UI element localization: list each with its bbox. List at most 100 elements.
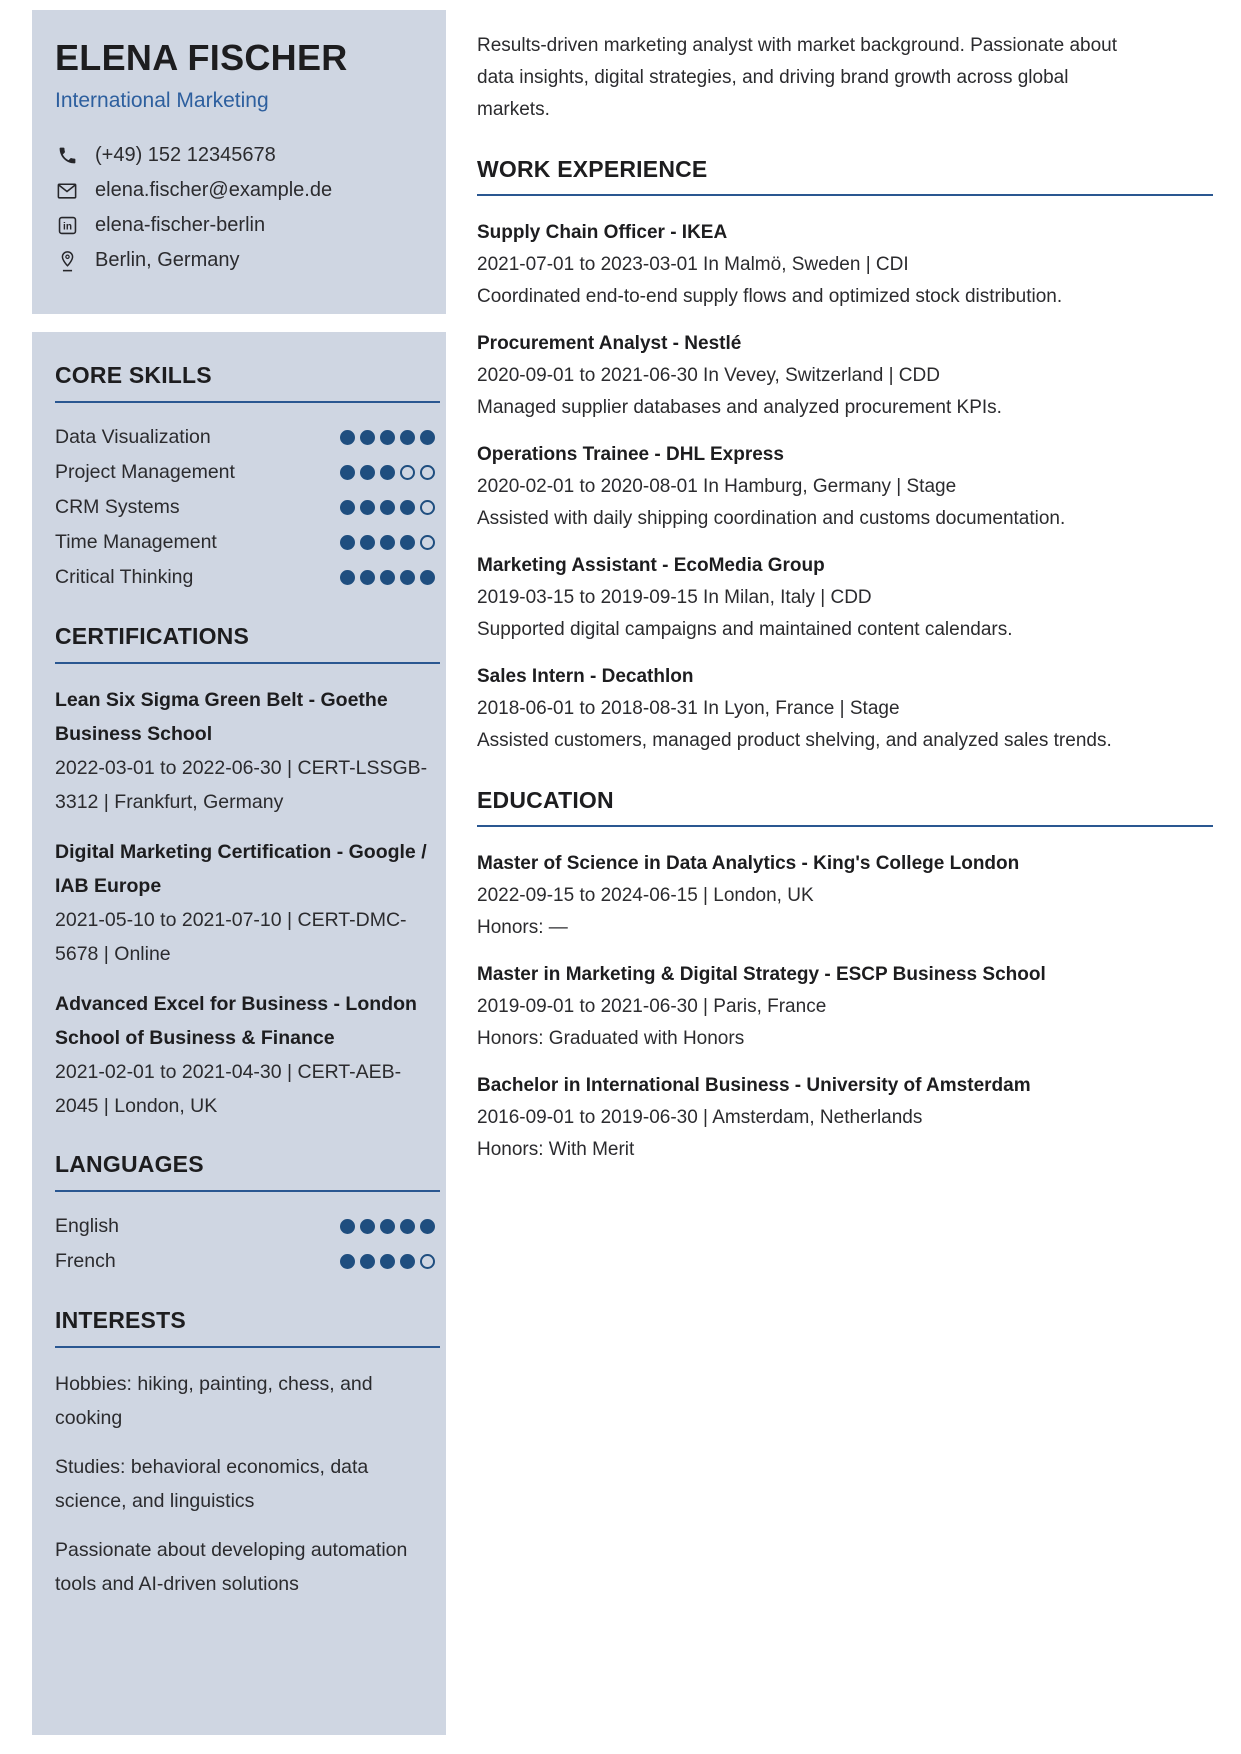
work-meta: 2019-03-15 to 2019-09-15 In Milan, Italy… [477,587,872,608]
education-meta: 2016-09-01 to 2019-06-30 | Amsterdam, Ne… [477,1107,923,1128]
contact-value: elena-fischer-berlin [95,214,266,236]
work-entry: Supply Chain Officer - IKEA 2021-07-01 t… [477,217,1142,313]
rating-dot-empty [420,500,435,515]
section-rule [55,1346,440,1348]
work-experience-section: WORK EXPERIENCE Supply Chain Officer - I… [477,156,1213,757]
skill-rating-dots [340,500,440,515]
skill-label: Data Visualization [55,426,211,448]
section-rule [477,194,1213,196]
work-entry: Marketing Assistant - EcoMedia Group 201… [477,550,1142,646]
section-rule [55,662,440,664]
skill-label: Time Management [55,531,217,553]
rating-dot-filled [340,465,355,480]
linkedin-icon: in [58,216,76,235]
rating-dot-filled [380,1219,395,1234]
contact-row: (+49) 152 12345678 [55,138,440,173]
rating-dot-filled [340,1254,355,1269]
rating-dot-filled [340,535,355,550]
work-meta: 2018-06-01 to 2018-08-31 In Lyon, France… [477,698,900,719]
contact-icon-slot: in [55,214,79,238]
interest-item: Hobbies: hiking, painting, chess, and co… [55,1373,373,1429]
rating-dot-filled [360,570,375,585]
skill-label: CRM Systems [55,496,180,518]
certification-entry: Lean Six Sigma Green Belt - Goethe Busin… [55,683,440,819]
skill-label: English [55,1215,119,1237]
sidebar: ELENA FISCHER International Marketing (+… [32,10,446,1735]
core-skills-section: CORE SKILLS Data Visualization Project M… [55,362,440,595]
education-entry: Bachelor in International Business - Uni… [477,1070,1142,1166]
work-role: Procurement Analyst - Nestlé [477,333,742,354]
skill-label: French [55,1250,116,1272]
contact-value: Berlin, Germany [95,249,240,271]
sidebar-sections-panel: CORE SKILLS Data Visualization Project M… [32,332,446,1735]
identity-panel: ELENA FISCHER International Marketing (+… [32,10,446,314]
rating-dot-filled [340,430,355,445]
skill-rating-dots [340,430,440,445]
skill-label: Critical Thinking [55,566,194,588]
rating-dot-empty [400,465,415,480]
contact-value: (+49) 152 12345678 [95,144,276,166]
education-honors: Honors: With Merit [477,1139,635,1160]
contact-list: (+49) 152 12345678 elena.fischer@example… [55,138,440,278]
rating-dot-empty [420,465,435,480]
rating-dot-filled [420,570,435,585]
education-honors: Honors: Graduated with Honors [477,1028,745,1049]
work-entry: Operations Trainee - DHL Express 2020-02… [477,439,1142,535]
rating-dot-empty [420,535,435,550]
interest-item: Passionate about developing automation t… [55,1539,408,1595]
rating-dot-filled [380,500,395,515]
work-experience-list: Supply Chain Officer - IKEA 2021-07-01 t… [477,217,1213,757]
education-entry: Master in Marketing & Digital Strategy -… [477,959,1142,1055]
rating-dot-filled [400,570,415,585]
rated-skill-row: French [55,1244,440,1279]
rating-dot-filled [360,535,375,550]
skill-label: Project Management [55,461,235,483]
interests-title: INTERESTS [55,1307,186,1333]
rated-skill-row: Critical Thinking [55,560,440,595]
education-entry: Master of Science in Data Analytics - Ki… [477,848,1142,944]
rating-dot-filled [340,570,355,585]
work-meta: 2020-09-01 to 2021-06-30 In Vevey, Switz… [477,365,940,386]
contact-row: Berlin, Germany [55,243,440,278]
work-description: Managed supplier databases and analyzed … [477,397,1002,418]
rated-skill-row: Data Visualization [55,420,440,455]
rating-dot-filled [400,500,415,515]
languages-title: LANGUAGES [55,1151,204,1177]
email-icon [57,182,77,199]
rating-dot-filled [400,1254,415,1269]
languages-section: LANGUAGES English French [55,1151,440,1279]
work-description: Assisted with daily shipping coordinatio… [477,508,1066,529]
rating-dot-filled [420,430,435,445]
certifications-list: Lean Six Sigma Green Belt - Goethe Busin… [55,683,440,1123]
skill-rating-dots [340,1254,440,1269]
rating-dot-filled [360,1254,375,1269]
interests-list: Hobbies: hiking, painting, chess, and co… [55,1367,440,1601]
work-description: Supported digital campaigns and maintain… [477,619,1013,640]
rating-dot-filled [380,535,395,550]
rating-dot-filled [360,1219,375,1234]
work-role: Marketing Assistant - EcoMedia Group [477,555,825,576]
contact-icon-slot [55,144,79,168]
rating-dot-filled [420,1219,435,1234]
certifications-title: CERTIFICATIONS [55,623,250,649]
rating-dot-filled [400,430,415,445]
certification-entry: Digital Marketing Certification - Google… [55,835,440,971]
certification-details: 2021-05-10 to 2021-07-10 | CERT-DMC-5678… [55,909,407,965]
rating-dot-filled [380,570,395,585]
certifications-section: CERTIFICATIONS Lean Six Sigma Green Belt… [55,623,440,1123]
education-meta: 2022-09-15 to 2024-06-15 | London, UK [477,885,814,906]
work-meta: 2020-02-01 to 2020-08-01 In Hamburg, Ger… [477,476,957,497]
work-description: Coordinated end-to-end supply flows and … [477,286,1063,307]
work-role: Sales Intern - Decathlon [477,666,694,687]
work-role: Supply Chain Officer - IKEA [477,222,728,243]
work-meta: 2021-07-01 to 2023-03-01 In Malmö, Swede… [477,254,909,275]
certification-details: 2021-02-01 to 2021-04-30 | CERT-AEB-2045… [55,1061,402,1117]
core-skills-title: CORE SKILLS [55,362,212,388]
interests-section: INTERESTS Hobbies: hiking, painting, che… [55,1307,440,1601]
certification-name: Advanced Excel for Business - London Sch… [55,993,417,1049]
education-degree: Bachelor in International Business - Uni… [477,1075,1031,1096]
person-name: ELENA FISCHER [55,37,348,78]
work-role: Operations Trainee - DHL Express [477,444,784,465]
education-list: Master of Science in Data Analytics - Ki… [477,848,1213,1166]
